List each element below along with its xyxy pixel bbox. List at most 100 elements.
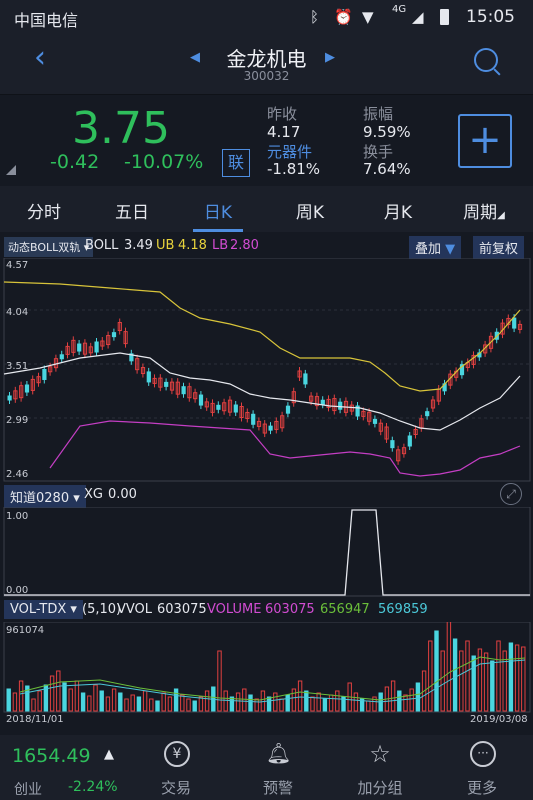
volume-bar — [130, 694, 135, 712]
candle — [94, 341, 99, 353]
add-watchlist-button[interactable]: + — [458, 114, 512, 168]
index-value[interactable]: 1654.49 — [12, 745, 91, 767]
stock-name: 金龙机电 — [226, 47, 307, 71]
volume-bar — [465, 640, 470, 712]
nav-alert-label: 预警 — [262, 779, 293, 797]
candle — [384, 426, 389, 440]
candle — [164, 381, 169, 387]
candle — [65, 345, 70, 355]
candle — [297, 370, 302, 378]
nav-alert[interactable]: 🔔︎ 预警 — [248, 735, 308, 800]
forward-adjust-button[interactable]: 前复权 — [473, 236, 525, 259]
nav-more-label: 更多 — [466, 779, 497, 797]
candle — [471, 354, 476, 365]
boll-mid-line — [3, 352, 521, 431]
prev-stock-icon[interactable]: ◀ — [190, 50, 200, 65]
volume-bar — [6, 688, 11, 712]
volume-bar — [428, 640, 433, 712]
price-change-pct: -10.07% — [124, 151, 204, 173]
volume-bar — [390, 680, 396, 712]
vol-ma10-value: 569859 — [378, 602, 428, 617]
tab-fenshi[interactable]: 分时 — [27, 203, 61, 223]
ub-line — [3, 281, 521, 392]
candle — [401, 447, 407, 455]
volume-bar — [359, 698, 365, 712]
xg-label: XG — [84, 487, 103, 502]
expand-icon[interactable]: ⤢ — [500, 483, 522, 505]
nav-more[interactable]: ··· 更多 — [452, 735, 512, 800]
volume-bar — [235, 692, 241, 712]
tab-day-k[interactable]: 日K — [203, 203, 233, 223]
volume-bar — [335, 690, 340, 712]
sector-link[interactable]: 元器件 — [267, 143, 313, 161]
bell-icon: 🔔︎ — [266, 741, 292, 765]
volume-bar — [471, 655, 476, 712]
candle — [146, 371, 151, 383]
volume-bar — [496, 640, 501, 712]
zhidao-chart: 1.00 0.00 — [3, 507, 531, 597]
network-type: 4G — [392, 4, 407, 15]
bluetooth-icon: ᛒ — [310, 8, 320, 26]
boll-indicator-chip[interactable]: 动态BOLL双轨 ▾ — [4, 237, 94, 257]
candle — [204, 401, 209, 408]
nav-trade[interactable]: ¥ 交易 — [146, 735, 206, 800]
zhidao-legend: 知道0280 ▾ XG 0.00 ⤢ — [0, 483, 533, 508]
volume-bar — [62, 682, 67, 712]
date-start: 2018/11/01 — [6, 714, 64, 725]
volume-bar — [285, 694, 290, 712]
tab-wuri[interactable]: 五日 — [115, 203, 149, 223]
volume-bar — [167, 696, 173, 712]
tab-period-label: 周期 — [463, 203, 498, 223]
volume-bar — [136, 696, 142, 712]
candle — [7, 395, 12, 401]
candle — [140, 367, 146, 375]
candle — [291, 391, 296, 404]
zhidao-indicator-chip[interactable]: 知道0280 ▾ — [4, 485, 86, 508]
volume-bar — [111, 688, 117, 712]
y-label-4: 2.99 — [6, 415, 28, 426]
tab-period[interactable]: 周期◢ — [444, 198, 524, 223]
prev-close-value: 4.17 — [267, 123, 301, 141]
star-icon: ☆ — [369, 740, 391, 768]
volume-bar — [446, 622, 452, 712]
volume-bar — [397, 690, 402, 712]
candle — [396, 449, 401, 462]
tab-week-k[interactable]: 周K — [295, 203, 325, 223]
candle — [36, 376, 41, 384]
volume-bar — [124, 698, 129, 712]
candle — [227, 399, 233, 413]
volume-value: 603075 — [265, 602, 315, 617]
quote-panel: 3.75 -0.42 -10.07% 联 昨收 4.17 元器件 -1.81% … — [0, 95, 533, 185]
candle — [407, 435, 412, 447]
xg-value: 0.00 — [108, 487, 137, 502]
volume-bar — [273, 692, 278, 712]
overlay-button[interactable]: 叠加 ▼ — [409, 236, 462, 259]
candle — [193, 392, 198, 400]
volume-indicator-chip[interactable]: VOL-TDX ▾ — [4, 600, 83, 619]
volume-bar — [180, 694, 185, 712]
zhidao-chip-label: 知道0280 — [10, 491, 70, 506]
candle — [129, 353, 134, 362]
boll-label: BOLL — [85, 238, 119, 253]
volume-bar — [409, 688, 414, 712]
candle — [198, 394, 204, 406]
candle — [488, 335, 494, 349]
carrier-name: 中国电信 — [14, 11, 79, 30]
search-icon[interactable] — [474, 48, 498, 72]
lian-button[interactable]: 联 — [222, 149, 250, 177]
volume-bar — [99, 690, 104, 712]
candle — [245, 411, 250, 419]
candle — [222, 402, 227, 412]
tab-month-k[interactable]: 月K — [383, 203, 413, 223]
candle — [135, 358, 140, 371]
back-arrow-icon[interactable]: ‹ — [34, 40, 46, 75]
volume-legend: VOL-TDX ▾ (5,10) VVOL 603075 VOLUME 6030… — [0, 600, 533, 620]
volume-bar — [514, 644, 520, 712]
candle — [30, 378, 35, 391]
candle — [512, 317, 517, 329]
candle — [332, 398, 337, 412]
kline-chart[interactable]: 4.57 4.04 3.51 2.99 2.46 — [0, 258, 533, 482]
next-stock-icon[interactable]: ▶ — [325, 50, 335, 65]
nav-add-group[interactable]: ☆ 加分组 — [350, 735, 410, 800]
candle — [285, 405, 291, 414]
